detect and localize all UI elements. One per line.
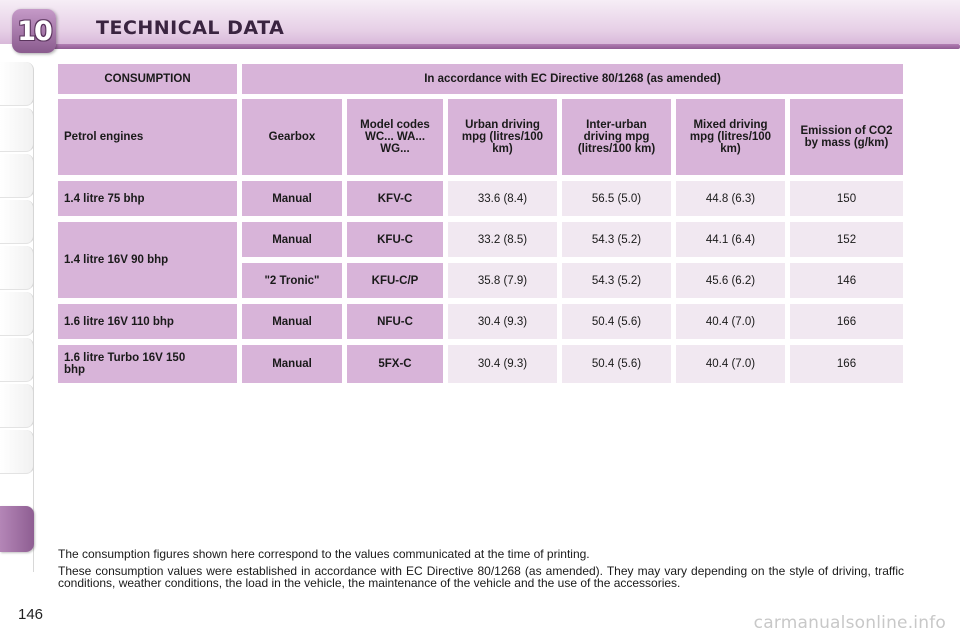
inter-urban-cell: 54.3 (5.2) [562, 222, 671, 257]
co2-cell: 152 [790, 222, 903, 257]
chapter-tab[interactable] [0, 200, 34, 244]
chapter-tab[interactable] [0, 246, 34, 290]
page-number: 146 [18, 606, 44, 623]
engine-cell: 1.4 litre 16V 90 bhp [58, 222, 237, 298]
chapter-number: 10 [17, 15, 53, 47]
inter-urban-cell: 50.4 (5.6) [562, 304, 671, 339]
header-band [0, 0, 960, 44]
model-code-cell: KFU-C [347, 222, 443, 257]
footnotes: The consumption figures shown here corre… [58, 548, 904, 594]
page-title: TECHNICAL DATA [96, 17, 285, 39]
chapter-tab[interactable] [0, 62, 34, 106]
mixed-cell: 40.4 (7.0) [676, 345, 785, 383]
gearbox-cell: Manual [242, 345, 342, 383]
footnote-printing: The consumption figures shown here corre… [58, 547, 590, 561]
mixed-cell: 44.8 (6.3) [676, 181, 785, 216]
footnote-directive: These consumption values were establishe… [58, 563, 904, 590]
model-code-cell: NFU-C [347, 304, 443, 339]
chapter-tab[interactable] [0, 430, 34, 474]
chapter-tab-active[interactable] [0, 506, 34, 552]
model-code-cell: KFU-C/P [347, 263, 443, 298]
col-header-inter-urban: Inter-urban driving mpg (litres/100 km) [562, 99, 671, 175]
mixed-cell: 44.1 (6.4) [676, 222, 785, 257]
model-code-cell: KFV-C [347, 181, 443, 216]
consumption-label: CONSUMPTION [58, 64, 237, 94]
chapter-badge: 10 [12, 9, 56, 53]
directive-label: In accordance with EC Directive 80/1268 … [242, 64, 903, 94]
chapter-tab[interactable] [0, 292, 34, 336]
model-code-cell: 5FX-C [347, 345, 443, 383]
urban-cell: 33.2 (8.5) [448, 222, 557, 257]
header-rule [40, 44, 960, 49]
co2-cell: 166 [790, 345, 903, 383]
col-header-engines: Petrol engines [58, 99, 237, 175]
col-header-mixed: Mixed driving mpg (litres/100 km) [676, 99, 785, 175]
watermark: carmanualsonline.info [753, 613, 946, 633]
col-header-gearbox: Gearbox [242, 99, 342, 175]
chapter-tab-rail [0, 62, 34, 572]
mixed-cell: 40.4 (7.0) [676, 304, 785, 339]
urban-cell: 33.6 (8.4) [448, 181, 557, 216]
gearbox-cell: Manual [242, 304, 342, 339]
col-header-urban: Urban driving mpg (litres/100 km) [448, 99, 557, 175]
col-header-model-codes: Model codes WC... WA... WG... [347, 99, 443, 175]
gearbox-cell: "2 Tronic" [242, 263, 342, 298]
engine-cell: 1.4 litre 75 bhp [58, 181, 237, 216]
chapter-tab[interactable] [0, 154, 34, 198]
gearbox-cell: Manual [242, 222, 342, 257]
co2-cell: 150 [790, 181, 903, 216]
urban-cell: 30.4 (9.3) [448, 304, 557, 339]
chapter-tab[interactable] [0, 338, 34, 382]
inter-urban-cell: 50.4 (5.6) [562, 345, 671, 383]
chapter-tab[interactable] [0, 108, 34, 152]
inter-urban-cell: 54.3 (5.2) [562, 263, 671, 298]
engine-cell: 1.6 litre 16V 110 bhp [58, 304, 237, 339]
mixed-cell: 45.6 (6.2) [676, 263, 785, 298]
urban-cell: 30.4 (9.3) [448, 345, 557, 383]
co2-cell: 166 [790, 304, 903, 339]
chapter-tab[interactable] [0, 384, 34, 428]
col-header-emission: Emission of CO2 by mass (g/km) [790, 99, 903, 175]
engine-cell: 1.6 litre Turbo 16V 150 bhp [58, 345, 237, 383]
inter-urban-cell: 56.5 (5.0) [562, 181, 671, 216]
urban-cell: 35.8 (7.9) [448, 263, 557, 298]
gearbox-cell: Manual [242, 181, 342, 216]
co2-cell: 146 [790, 263, 903, 298]
